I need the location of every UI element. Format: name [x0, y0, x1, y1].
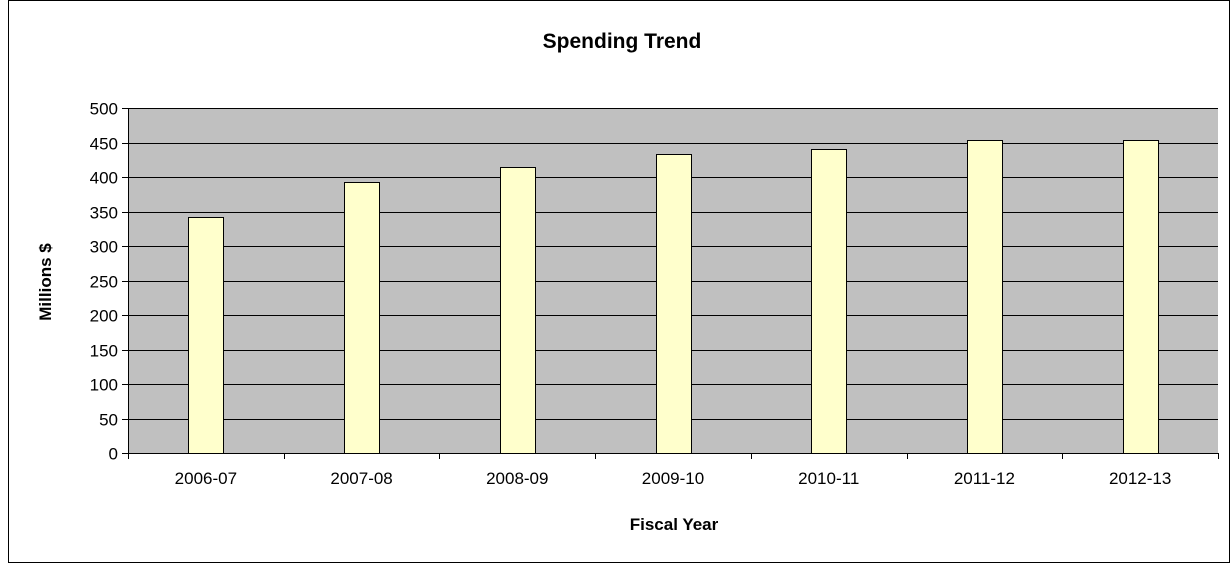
bar-2007-08 [344, 182, 380, 454]
y-tick-label: 400 [90, 169, 118, 188]
x-tick-label: 2012-13 [1109, 469, 1171, 488]
y-tick-label: 250 [90, 273, 118, 292]
y-tick-label: 500 [90, 100, 118, 119]
y-tick-label: 150 [90, 342, 118, 361]
y-tick-label: 300 [90, 238, 118, 257]
y-tick-label: 100 [90, 376, 118, 395]
x-tick-label: 2007-08 [330, 469, 392, 488]
x-tick-label: 2009-10 [642, 469, 704, 488]
x-tick-label: 2008-09 [486, 469, 548, 488]
bars [188, 140, 1159, 454]
bar-2008-09 [500, 167, 536, 454]
y-axis-title: Millions $ [36, 243, 55, 321]
bar-2010-11 [811, 149, 847, 454]
x-tick-label: 2006-07 [175, 469, 237, 488]
y-axis-ticks: 0 50 100 150 200 250 300 350 400 450 500 [90, 100, 129, 464]
y-tick-label: 50 [99, 411, 118, 430]
x-axis-title: Fiscal Year [630, 515, 719, 534]
chart-title: Spending Trend [543, 30, 702, 53]
bar-2012-13 [1123, 140, 1159, 454]
y-tick-label: 0 [109, 445, 118, 464]
y-tick-label: 350 [90, 204, 118, 223]
bar-2011-12 [967, 140, 1003, 454]
y-tick-label: 200 [90, 307, 118, 326]
bar-2006-07 [188, 217, 224, 454]
bar-2009-10 [656, 154, 692, 454]
y-tick-label: 450 [90, 135, 118, 154]
x-tick-label: 2011-12 [954, 469, 1015, 488]
x-tick-label: 2010-11 [798, 469, 859, 488]
